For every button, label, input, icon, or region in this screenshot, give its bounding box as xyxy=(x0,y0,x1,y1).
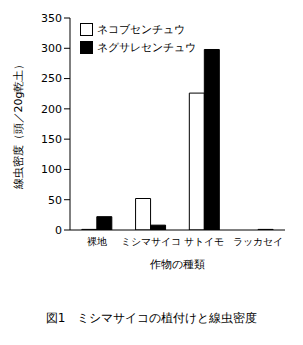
svg-text:0: 0 xyxy=(55,224,62,237)
svg-text:ラッカセイ: ラッカセイ xyxy=(233,236,283,247)
svg-text:300: 300 xyxy=(41,42,62,55)
svg-text:裸地: 裸地 xyxy=(87,236,107,247)
svg-text:ミシマサイコ: ミシマサイコ xyxy=(121,236,181,247)
svg-text:200: 200 xyxy=(41,103,62,116)
svg-text:250: 250 xyxy=(41,72,62,85)
svg-text:サトイモ: サトイモ xyxy=(184,236,224,247)
svg-text:線虫密度（頭／20g乾土）: 線虫密度（頭／20g乾土） xyxy=(12,59,25,191)
svg-text:50: 50 xyxy=(48,194,62,207)
svg-text:150: 150 xyxy=(41,133,62,146)
svg-text:100: 100 xyxy=(41,163,62,176)
html-text:ネコブセンチュウ: ネコブセンチュウ xyxy=(97,23,185,36)
html-text:ネグサレセンチュウ: ネグサレセンチュウ xyxy=(97,41,196,54)
svg-text:350: 350 xyxy=(41,12,62,25)
html-text:図1 ミシマサイコの植付けと線虫密度: 図1 ミシマサイコの植付けと線虫密度 xyxy=(45,311,258,325)
svg-text:作物の種類: 作物の種類 xyxy=(149,258,205,271)
